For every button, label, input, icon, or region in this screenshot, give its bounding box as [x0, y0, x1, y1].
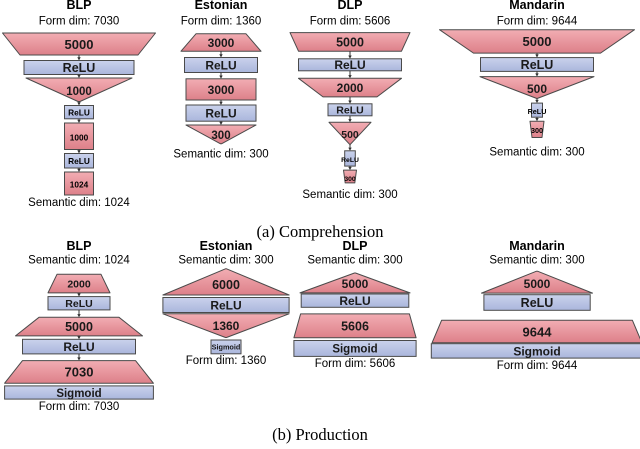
svg-text:Semantic dim: 300: Semantic dim: 300	[307, 255, 402, 267]
svg-text:ReLU: ReLU	[68, 108, 90, 118]
svg-text:5606: 5606	[341, 320, 369, 334]
svg-text:Sigmoid: Sigmoid	[56, 388, 101, 400]
svg-text:ReLU: ReLU	[63, 340, 94, 354]
svg-text:ReLU: ReLU	[63, 61, 96, 75]
svg-text:Mandarin: Mandarin	[509, 0, 565, 12]
svg-text:300: 300	[531, 126, 543, 135]
svg-text:ReLU: ReLU	[205, 107, 236, 121]
svg-text:Semantic dim: 300: Semantic dim: 300	[489, 255, 584, 267]
svg-text:Form dim: 9644: Form dim: 9644	[497, 360, 578, 372]
svg-text:Semantic dim: 300: Semantic dim: 300	[489, 146, 584, 158]
svg-text:ReLU: ReLU	[205, 58, 236, 72]
svg-text:1360: 1360	[213, 319, 240, 333]
svg-text:5000: 5000	[342, 277, 369, 291]
svg-text:ReLU: ReLU	[521, 296, 554, 310]
svg-text:ReLU: ReLU	[339, 294, 370, 308]
svg-text:Semantic dim: 300: Semantic dim: 300	[178, 255, 273, 267]
svg-text:ReLU: ReLU	[68, 156, 90, 166]
svg-text:300: 300	[344, 176, 356, 183]
svg-text:5000: 5000	[65, 320, 93, 334]
svg-text:Form dim: 7030: Form dim: 7030	[39, 16, 120, 28]
svg-text:500: 500	[341, 129, 359, 141]
svg-text:ReLU: ReLU	[341, 157, 359, 164]
svg-text:5000: 5000	[65, 37, 94, 52]
svg-text:ReLU: ReLU	[334, 58, 365, 72]
svg-text:5000: 5000	[336, 36, 364, 50]
svg-text:ReLU: ReLU	[336, 105, 363, 117]
svg-text:Sigmoid: Sigmoid	[332, 344, 377, 356]
svg-text:7030: 7030	[65, 365, 94, 380]
svg-text:Sigmoid: Sigmoid	[513, 344, 560, 358]
svg-text:2000: 2000	[337, 81, 364, 95]
svg-text:Semantic dim: 300: Semantic dim: 300	[302, 189, 397, 201]
svg-text:Form dim: 5606: Form dim: 5606	[315, 358, 396, 370]
svg-text:Form dim: 1360: Form dim: 1360	[186, 355, 267, 367]
svg-text:1000: 1000	[66, 86, 92, 98]
svg-text:5000: 5000	[523, 34, 552, 49]
svg-text:ReLU: ReLU	[210, 298, 241, 312]
svg-text:ReLU: ReLU	[65, 298, 92, 310]
svg-text:Estonian: Estonian	[195, 0, 248, 12]
svg-text:9644: 9644	[523, 324, 553, 339]
svg-text:1024: 1024	[70, 180, 89, 190]
svg-text:Form dim: 9644: Form dim: 9644	[497, 16, 578, 28]
svg-text:Form dim: 5606: Form dim: 5606	[310, 16, 391, 28]
svg-text:Sigmoid: Sigmoid	[212, 343, 241, 352]
svg-text:BLP: BLP	[67, 0, 92, 12]
svg-text:Semantic dim: 1024: Semantic dim: 1024	[28, 197, 130, 209]
svg-text:ReLU: ReLU	[528, 107, 547, 116]
svg-text:3000: 3000	[208, 83, 235, 97]
svg-text:500: 500	[527, 82, 547, 96]
svg-text:3000: 3000	[208, 36, 235, 50]
svg-text:Form dim: 7030: Form dim: 7030	[39, 401, 120, 413]
svg-text:Semantic dim: 1024: Semantic dim: 1024	[28, 255, 130, 267]
svg-text:ReLU: ReLU	[521, 58, 554, 72]
svg-text:300: 300	[211, 130, 230, 142]
svg-text:Form dim: 1360: Form dim: 1360	[181, 16, 262, 28]
svg-text:Semantic dim: 300: Semantic dim: 300	[173, 149, 268, 161]
svg-text:6000: 6000	[212, 278, 240, 292]
svg-text:DLP: DLP	[338, 0, 363, 12]
svg-text:1000: 1000	[70, 133, 89, 143]
svg-text:2000: 2000	[67, 279, 91, 291]
svg-text:5000: 5000	[524, 277, 551, 291]
